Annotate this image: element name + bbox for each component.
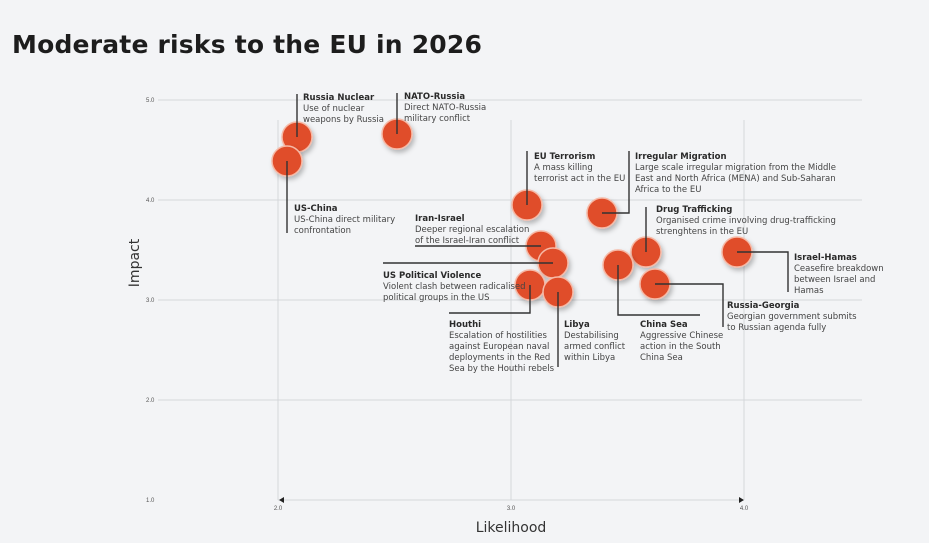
y-tick-label: 2.0: [146, 398, 155, 404]
y-axis-label: Impact: [127, 238, 143, 287]
label-desc: China Sea: [640, 353, 683, 363]
label-desc: Large scale irregular migration from the…: [635, 163, 836, 173]
axis-ticks: 1.02.03.04.05.02.03.04.05.0: [146, 98, 749, 512]
label-desc: confrontation: [294, 226, 351, 236]
grid: [158, 99, 862, 503]
x-tick-label: 3.0: [507, 506, 516, 512]
y-tick-label: 3.0: [146, 298, 155, 304]
label-title: US Political Violence: [383, 271, 481, 281]
leader-irregular-migration: [602, 151, 630, 214]
label-title: NATO-Russia: [404, 92, 465, 102]
label-desc: Africa to the EU: [635, 185, 701, 195]
label-title: China Sea: [640, 320, 688, 330]
label-title: Libya: [564, 320, 590, 330]
y-tick-label: 5.0: [146, 98, 155, 104]
label-desc: Escalation of hostilities: [449, 331, 547, 341]
x-axis-arrow-left: [279, 497, 284, 503]
label-title: Israel-Hamas: [794, 253, 857, 263]
label-title: Houthi: [449, 320, 481, 330]
label-desc: Direct NATO-Russia: [404, 103, 486, 113]
leader-israel-hamas: [737, 251, 789, 292]
label-desc: Organised crime involving drug-trafficki…: [656, 216, 836, 226]
leader-houthi: [449, 285, 531, 314]
label-title: US-China: [294, 204, 338, 214]
label-desc: Deeper regional escalation: [415, 225, 529, 235]
label-title: Irregular Migration: [635, 152, 727, 162]
label-desc: of the Israel-Iran conflict: [415, 236, 520, 246]
label-desc: political groups in the US: [383, 293, 490, 303]
leader-russia-georgia: [655, 283, 724, 327]
label-title: Russia Nuclear: [303, 93, 375, 103]
label-desc: Hamas: [794, 286, 824, 296]
label-desc: deployments in the Red: [449, 353, 550, 363]
label-desc: military conflict: [404, 114, 471, 124]
label-desc: armed conflict: [564, 342, 626, 352]
label-desc: against European naval: [449, 342, 549, 352]
label-desc: terrorist act in the EU: [534, 174, 625, 184]
leader-china-sea: [617, 265, 700, 316]
label-desc: East and North Africa (MENA) and Sub-Sah…: [635, 174, 836, 184]
label-desc: to Russian agenda fully: [727, 323, 826, 333]
label-desc: action in the South: [640, 342, 721, 352]
label-desc: between Israel and: [794, 275, 875, 285]
label-desc: strenghtens in the EU: [656, 227, 748, 237]
label-desc: Ceasefire breakdown: [794, 264, 884, 274]
label-desc: A mass killing: [534, 163, 593, 173]
label-desc: Sea by the Houthi rebels: [449, 364, 555, 374]
chart-title: Moderate risks to the EU in 2026: [12, 30, 483, 59]
label-title: EU Terrorism: [534, 152, 595, 162]
label-desc: Use of nuclear: [303, 104, 365, 114]
x-axis-label: Likelihood: [476, 520, 547, 536]
label-desc: Destabilising: [564, 331, 619, 341]
x-tick-label: 4.0: [740, 506, 749, 512]
label-desc: weapons by Russia: [303, 115, 384, 125]
y-tick-label: 1.0: [146, 498, 155, 504]
label-desc: Aggressive Chinese: [640, 331, 723, 341]
label-desc: Georgian government submits: [727, 312, 857, 322]
label-desc: within Libya: [564, 353, 615, 363]
label-desc: US-China direct military: [294, 215, 395, 225]
label-title: Iran-Israel: [415, 214, 465, 224]
label-title: Drug Trafficking: [656, 205, 732, 215]
x-tick-label: 2.0: [274, 506, 283, 512]
label-title: Russia-Georgia: [727, 301, 800, 311]
label-desc: Violent clash between radicalised: [383, 282, 526, 292]
y-tick-label: 4.0: [146, 198, 155, 204]
x-axis-arrow-right: [739, 497, 744, 503]
